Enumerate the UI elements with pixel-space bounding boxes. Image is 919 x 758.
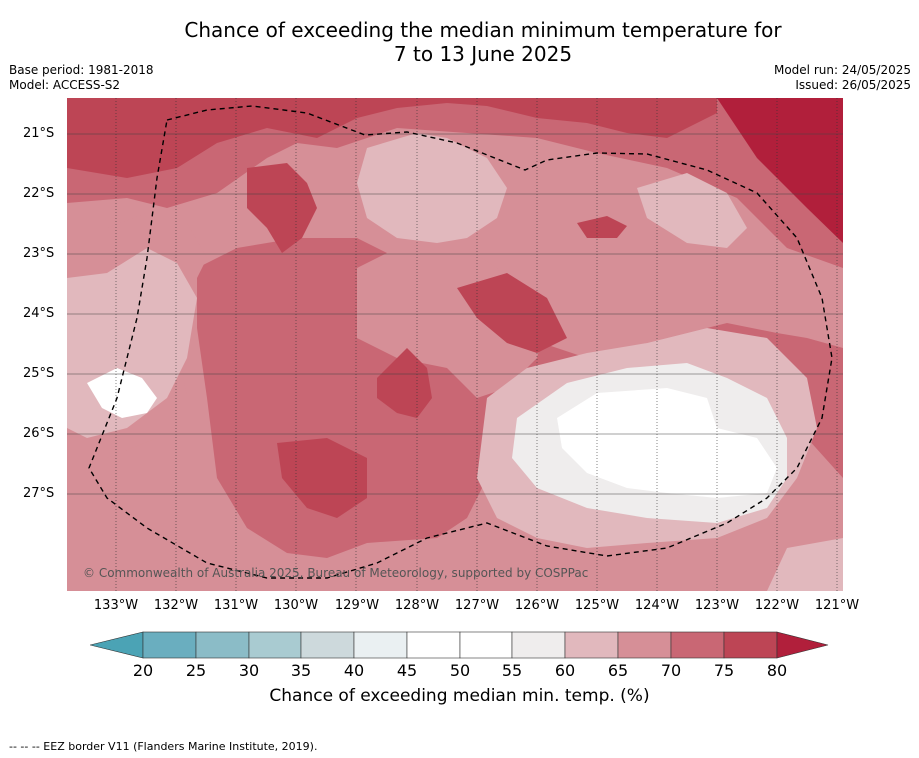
colorbar-swatch — [511, 631, 566, 659]
lat-label: 26°S — [23, 426, 55, 441]
graticule-lines — [115, 98, 838, 591]
title-line-2: 7 to 13 June 2025 — [393, 42, 573, 66]
lat-label: 25°S — [23, 366, 55, 381]
lon-label: 130°W — [273, 598, 319, 613]
colorbar-swatch — [195, 631, 250, 659]
eez-footnote: -- -- -- EEZ border V11 (Flanders Marine… — [9, 740, 318, 753]
lat-label: 22°S — [23, 186, 55, 201]
colorbar-swatch — [617, 631, 672, 659]
colorbar-tick: 45 — [396, 661, 418, 680]
blob-80-b — [277, 438, 367, 518]
blob-80-a — [247, 163, 317, 253]
map-title: Chance of exceeding the median minimum t… — [0, 18, 919, 66]
contour-50-center — [557, 388, 777, 498]
colorbar-tick: 40 — [343, 661, 365, 680]
lon-label: 133°W — [93, 598, 139, 613]
model-run: Model run: 24/05/2025 — [773, 63, 911, 77]
lon-label: 131°W — [213, 598, 259, 613]
colorbar-swatch — [300, 631, 355, 659]
colorbar-tick: 75 — [713, 661, 735, 680]
issued-date: Issued: 26/05/2025 — [795, 78, 911, 92]
lon-label: 122°W — [754, 598, 800, 613]
colorbar-swatch — [353, 631, 408, 659]
meta-left: Base period: 1981-2018 Model: ACCESS-S2 — [9, 63, 154, 93]
eez-border — [88, 105, 833, 579]
colorbar-tick: 30 — [238, 661, 260, 680]
colorbar-tick: 70 — [660, 661, 682, 680]
colorbar-title: Chance of exceeding median min. temp. (%… — [269, 686, 650, 706]
colorbar-swatch — [459, 631, 513, 659]
colorbar-swatch — [564, 631, 619, 659]
title-line-1: Chance of exceeding the median minimum t… — [184, 18, 782, 42]
blob-80-c — [457, 273, 567, 353]
lon-label: 125°W — [574, 598, 620, 613]
colorbar-tick: 35 — [290, 661, 312, 680]
lon-label: 123°W — [694, 598, 740, 613]
lon-label: 129°W — [334, 598, 380, 613]
colorbar-swatch — [670, 631, 725, 659]
colorbar-high-arrow — [776, 631, 829, 659]
model-name: Model: ACCESS-S2 — [9, 78, 121, 92]
colorbar-tick: 55 — [501, 661, 523, 680]
contour-75-north — [67, 98, 843, 268]
contour-65-se — [767, 538, 843, 591]
colorbar-low-arrow — [90, 631, 144, 659]
lon-label: 126°W — [514, 598, 560, 613]
lat-label: 27°S — [23, 486, 55, 501]
lat-label: 21°S — [23, 126, 55, 141]
colorbar — [90, 631, 829, 659]
colorbar-tick: 50 — [449, 661, 471, 680]
contour-50-west — [87, 368, 157, 418]
colorbar-tick: 25 — [185, 661, 207, 680]
colorbar-tick: 60 — [554, 661, 576, 680]
copyright-notice: © Commonwealth of Australia 2025, Bureau… — [83, 566, 589, 580]
lon-label: 124°W — [634, 598, 680, 613]
colorbar-tick: 65 — [607, 661, 629, 680]
lon-label: 121°W — [814, 598, 860, 613]
base-period: Base period: 1981-2018 — [9, 63, 154, 77]
colorbar-swatch — [406, 631, 461, 659]
blob-80-e — [577, 216, 627, 238]
contour-80-north — [67, 98, 717, 178]
lat-label: 24°S — [23, 306, 55, 321]
meta-right: Model run: 24/05/2025 Issued: 26/05/2025 — [774, 63, 911, 93]
contour-65-ne — [637, 173, 747, 248]
lon-label: 132°W — [153, 598, 199, 613]
lon-label: 127°W — [454, 598, 500, 613]
colorbar-tick: 80 — [766, 661, 788, 680]
lat-label: 23°S — [23, 246, 55, 261]
blob-80-d — [377, 348, 432, 418]
map-plot — [67, 98, 843, 591]
lon-label: 128°W — [394, 598, 440, 613]
colorbar-swatch — [723, 631, 778, 659]
contour-65-north — [357, 133, 507, 243]
colorbar-swatch — [142, 631, 197, 659]
colorbar-tick: 20 — [132, 661, 154, 680]
colorbar-swatch — [248, 631, 302, 659]
latitude-lines — [67, 133, 843, 495]
